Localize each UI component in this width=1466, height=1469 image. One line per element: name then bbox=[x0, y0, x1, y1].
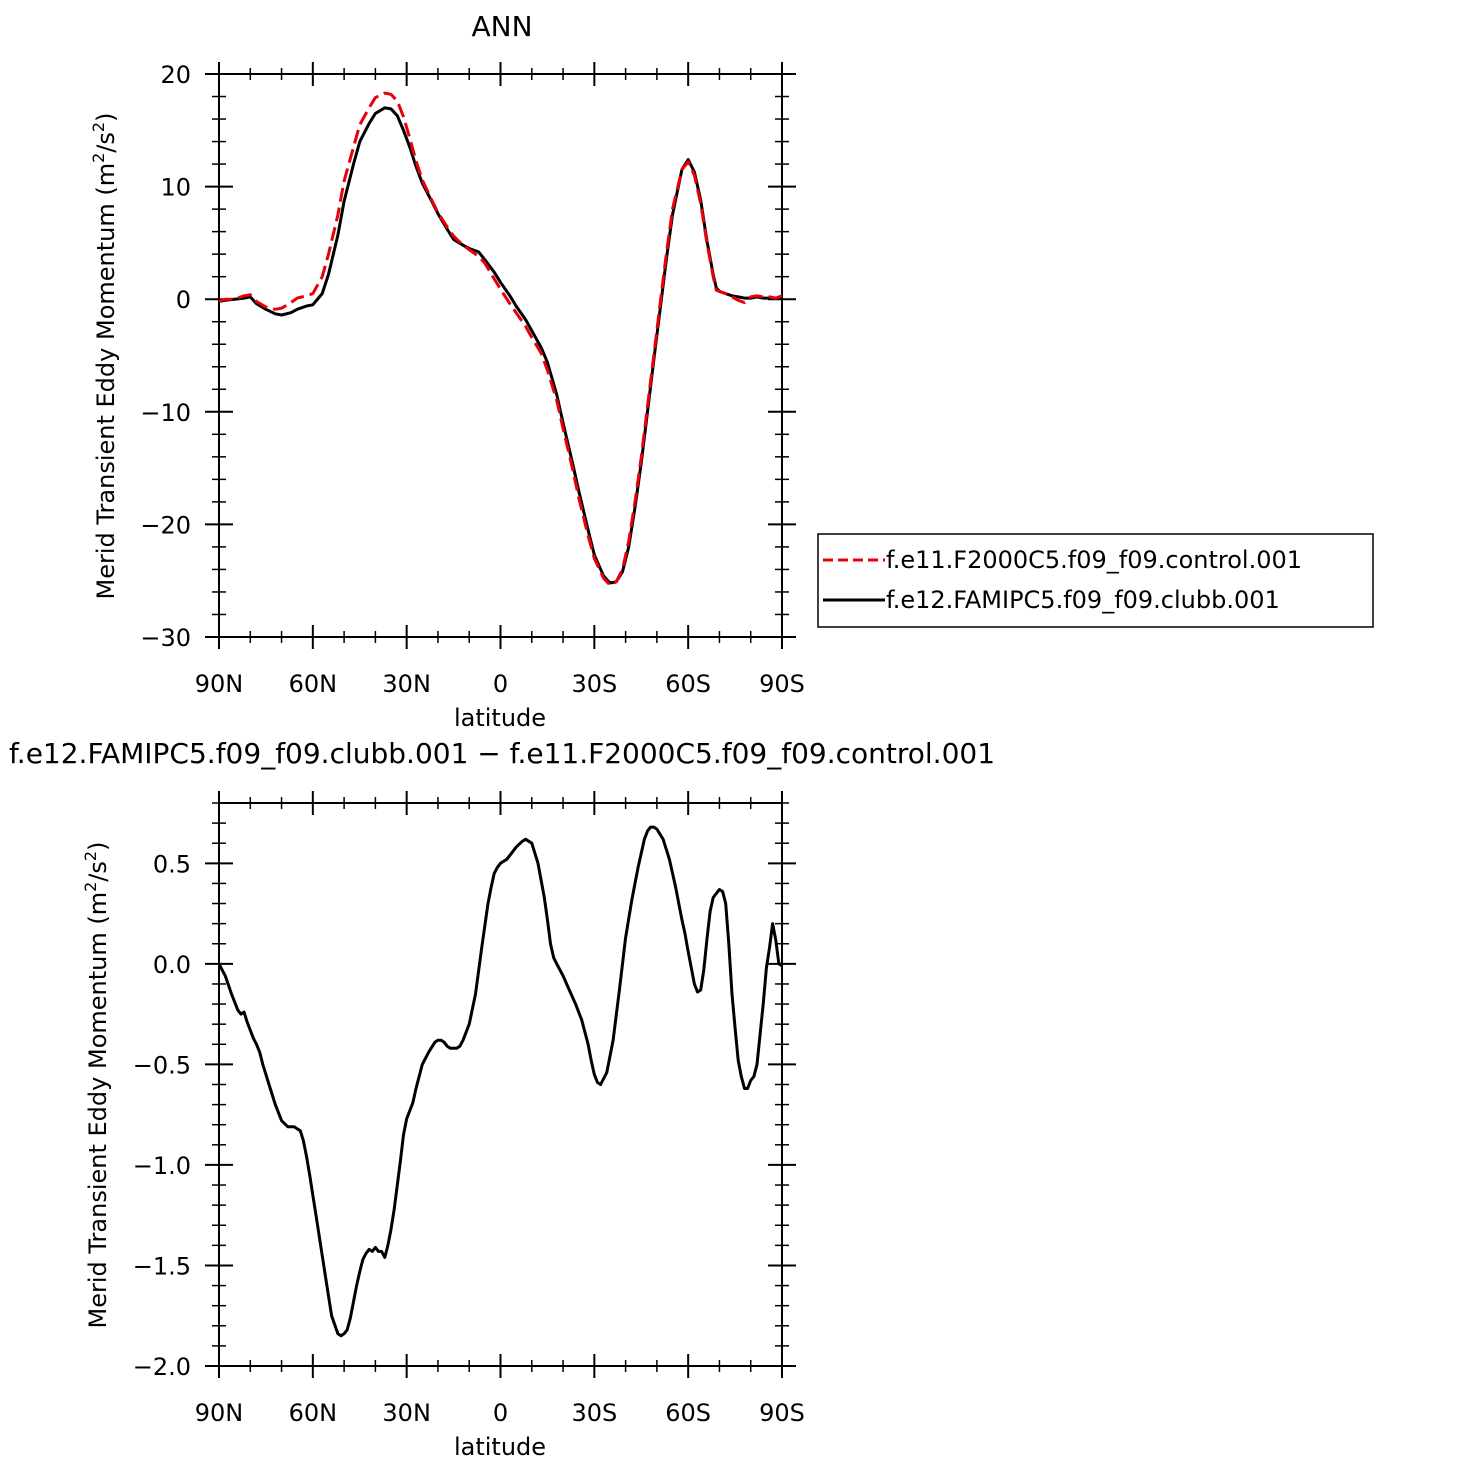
y-tick-label: −0.5 bbox=[133, 1051, 191, 1079]
top-y-tick-labels: 20 10 0 −10 −20 −30 bbox=[140, 61, 191, 652]
x-tick-label: 90N bbox=[195, 670, 244, 698]
top-x-tick-labels: 90N 60N 30N 0 30S 60S 90S bbox=[195, 670, 805, 698]
y-tick-label: 0 bbox=[176, 286, 191, 314]
x-tick-label: 90S bbox=[759, 1399, 805, 1427]
y-tick-label: −1.5 bbox=[133, 1252, 191, 1280]
y-tick-label: 10 bbox=[160, 174, 191, 202]
bottom-x-axis-label: latitude bbox=[454, 1433, 546, 1461]
x-tick-label: 60S bbox=[665, 670, 711, 698]
x-tick-label: 90N bbox=[195, 1399, 244, 1427]
bottom-axis-ticks bbox=[205, 791, 796, 1378]
top-y-axis-label: Merid Transient Eddy Momentum (m2/s2) bbox=[89, 113, 120, 600]
bottom-y-tick-labels: 0.5 0.0 −0.5 −1.0 −1.5 −2.0 bbox=[133, 850, 191, 1381]
legend-box bbox=[817, 533, 1374, 628]
y-tick-label: −20 bbox=[140, 511, 191, 539]
legend: f.e11.F2000C5.f09_f09.control.001 f.e12.… bbox=[817, 533, 1374, 628]
top-chart-title: ANN bbox=[471, 10, 532, 43]
y-tick-label: −1.0 bbox=[133, 1152, 191, 1180]
bottom-plot-frame bbox=[218, 802, 783, 1367]
y-tick-label: −2.0 bbox=[133, 1353, 191, 1381]
x-tick-label: 30S bbox=[571, 1399, 617, 1427]
legend-label-clubb: f.e12.FAMIPC5.f09_f09.clubb.001 bbox=[886, 586, 1280, 614]
bottom-panel: f.e12.FAMIPC5.f09_f09.clubb.001 − f.e11.… bbox=[9, 737, 995, 1461]
top-plot-frame bbox=[218, 73, 783, 638]
legend-label-control: f.e11.F2000C5.f09_f09.control.001 bbox=[886, 546, 1302, 574]
bottom-y-axis-label: Merid Transient Eddy Momentum (m2/s2) bbox=[81, 842, 112, 1329]
x-tick-label: 30S bbox=[571, 670, 617, 698]
bottom-series-lines bbox=[219, 825, 782, 1338]
y-tick-label: −30 bbox=[140, 624, 191, 652]
x-tick-label: 60S bbox=[665, 1399, 711, 1427]
bottom-x-tick-labels: 90N 60N 30N 0 30S 60S 90S bbox=[195, 1399, 805, 1427]
y-tick-label: 0.0 bbox=[153, 951, 191, 979]
x-tick-label: 0 bbox=[493, 670, 508, 698]
top-series-lines bbox=[219, 91, 782, 587]
y-tick-label: 20 bbox=[160, 61, 191, 89]
y-tick-label: −10 bbox=[140, 399, 191, 427]
top-axis-ticks bbox=[205, 62, 796, 649]
x-tick-label: 0 bbox=[493, 1399, 508, 1427]
bottom-chart-title: f.e12.FAMIPC5.f09_f09.clubb.001 − f.e11.… bbox=[9, 737, 995, 770]
x-tick-label: 90S bbox=[759, 670, 805, 698]
x-tick-label: 60N bbox=[289, 670, 338, 698]
top-x-axis-label: latitude bbox=[454, 704, 546, 732]
x-tick-label: 30N bbox=[382, 1399, 431, 1427]
series-line-difference bbox=[219, 825, 782, 1338]
top-panel: ANN 90N 60N 30N 0 30S 60S 90S 20 10 0 −10 −20 −30 l… bbox=[89, 10, 805, 732]
series-line-f-e11-f2000c5-f09-f09-control-001 bbox=[219, 91, 782, 587]
x-tick-label: 60N bbox=[289, 1399, 338, 1427]
x-tick-label: 30N bbox=[382, 670, 431, 698]
y-tick-label: 0.5 bbox=[153, 850, 191, 878]
series-line-f-e12-famipc5-f09-f09-clubb-001 bbox=[219, 106, 782, 585]
